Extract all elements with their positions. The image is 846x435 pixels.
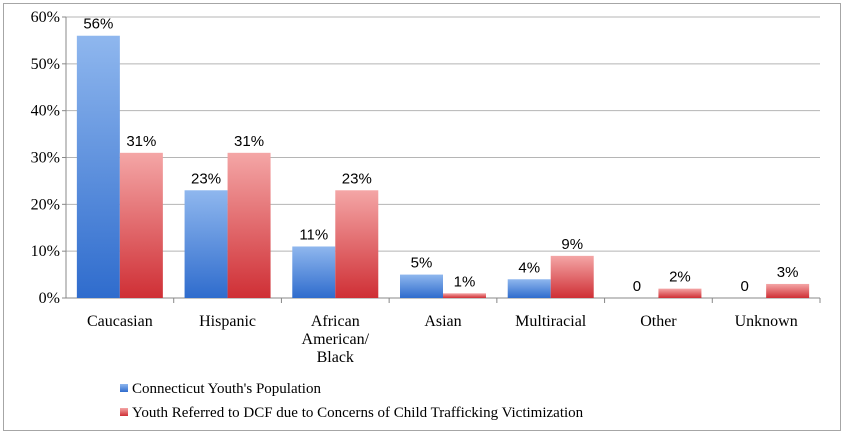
- data-label: 23%: [191, 170, 221, 187]
- category-label-line: American/: [302, 331, 370, 348]
- y-tick-label: 20%: [31, 196, 60, 213]
- legend-swatch: [120, 408, 128, 416]
- data-label: 11%: [299, 226, 328, 243]
- bar-population: [76, 35, 120, 298]
- bar-population: [184, 190, 228, 298]
- data-label: 31%: [234, 133, 264, 150]
- category-labels: Caucasian Hispanic African American/Black As…: [87, 313, 798, 366]
- bar-referred: [443, 293, 486, 298]
- legend: Connecticut Youth's Population Youth Refe…: [120, 381, 584, 421]
- category-label-line: Unknown: [735, 313, 798, 330]
- category-label-line: Black: [317, 349, 354, 366]
- data-labels: 56% 31% 23% 31% 11% 23% 5% 1% 4% 9% 0 2% 0 3%: [83, 16, 798, 295]
- category-label-line: Caucasian: [87, 313, 153, 330]
- y-tick-label: 40%: [31, 103, 60, 120]
- y-tick-label: 60%: [31, 9, 60, 26]
- data-label: 5%: [411, 255, 433, 272]
- legend-swatch: [120, 384, 128, 392]
- bar-referred: [119, 152, 163, 298]
- category-label-line: Hispanic: [199, 313, 256, 330]
- data-label: 4%: [518, 259, 540, 276]
- category-label: Asian: [424, 313, 461, 330]
- data-label: 0: [740, 278, 748, 295]
- data-label: 0: [633, 278, 641, 295]
- bar-referred: [766, 283, 810, 298]
- category-label-line: Other: [640, 313, 677, 330]
- bar-referred: [335, 190, 379, 298]
- category-label: Other: [640, 313, 677, 330]
- bar-population: [400, 274, 443, 298]
- data-label: 1%: [454, 273, 476, 290]
- category-label: Caucasian: [87, 313, 153, 330]
- data-label: 23%: [342, 170, 372, 187]
- category-label-line: African: [311, 313, 360, 330]
- category-label: Hispanic: [199, 313, 256, 330]
- y-tick-label: 0%: [39, 290, 60, 307]
- bar-referred: [658, 288, 702, 298]
- data-label: 31%: [126, 133, 156, 150]
- bar-population: [507, 279, 551, 298]
- bars: [76, 35, 810, 298]
- bar-referred: [550, 255, 594, 298]
- y-tick-label: 30%: [31, 150, 60, 167]
- data-label: 9%: [561, 236, 583, 253]
- gridlines: [66, 16, 820, 252]
- data-label: 2%: [669, 269, 691, 286]
- category-label-line: Asian: [424, 313, 461, 330]
- category-label: Multiracial: [515, 313, 587, 330]
- data-label: 3%: [777, 264, 799, 281]
- category-label: Unknown: [735, 313, 798, 330]
- legend-label: Youth Referred to DCF due to Concerns of…: [132, 405, 584, 421]
- bar-referred: [227, 152, 271, 298]
- category-label: African American/Black: [302, 313, 370, 366]
- bar-population: [292, 246, 336, 298]
- category-label-line: Multiracial: [515, 313, 587, 330]
- y-tick-label: 50%: [31, 56, 60, 73]
- y-tick-label: 10%: [31, 243, 60, 260]
- data-label: 56%: [83, 16, 113, 33]
- legend-label: Connecticut Youth's Population: [132, 381, 321, 397]
